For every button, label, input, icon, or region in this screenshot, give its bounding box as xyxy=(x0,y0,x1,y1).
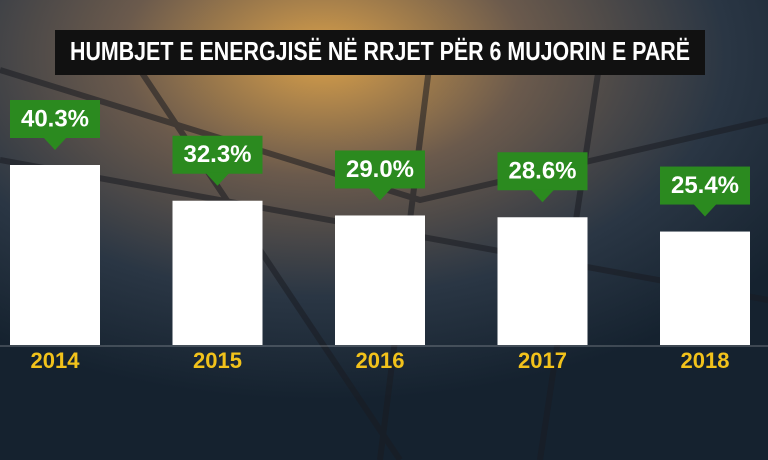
bar xyxy=(172,200,263,345)
value-label-box xyxy=(660,166,750,205)
bar xyxy=(10,165,100,345)
value-label-pointer xyxy=(205,172,230,186)
x-tick-label: 2014 xyxy=(31,348,81,373)
value-label: 32.3% xyxy=(183,141,251,168)
chart-title: HUMBJET E ENERGJISË NË RRJET PËR 6 MUJOR… xyxy=(70,36,690,66)
value-label: 25.4% xyxy=(671,172,739,199)
x-tick-label: 2017 xyxy=(518,348,567,373)
bar xyxy=(660,231,750,345)
title-box xyxy=(55,30,705,75)
value-label-pointer xyxy=(530,189,555,203)
value-label: 40.3% xyxy=(21,105,89,132)
x-tick-label: 2016 xyxy=(356,348,405,373)
value-label: 28.6% xyxy=(508,158,576,185)
value-label-pointer xyxy=(368,187,392,201)
bar xyxy=(497,217,588,345)
value-label-box xyxy=(10,100,100,138)
value-label-box xyxy=(497,152,588,191)
x-tick-label: 2015 xyxy=(193,348,242,373)
value-label-pointer xyxy=(693,203,717,217)
x-tick-label: 2018 xyxy=(681,348,730,373)
value-label-box xyxy=(172,135,263,174)
value-label: 29.0% xyxy=(346,156,414,183)
bar xyxy=(335,215,425,345)
value-label-pointer xyxy=(43,137,67,150)
value-label-box xyxy=(335,150,425,189)
